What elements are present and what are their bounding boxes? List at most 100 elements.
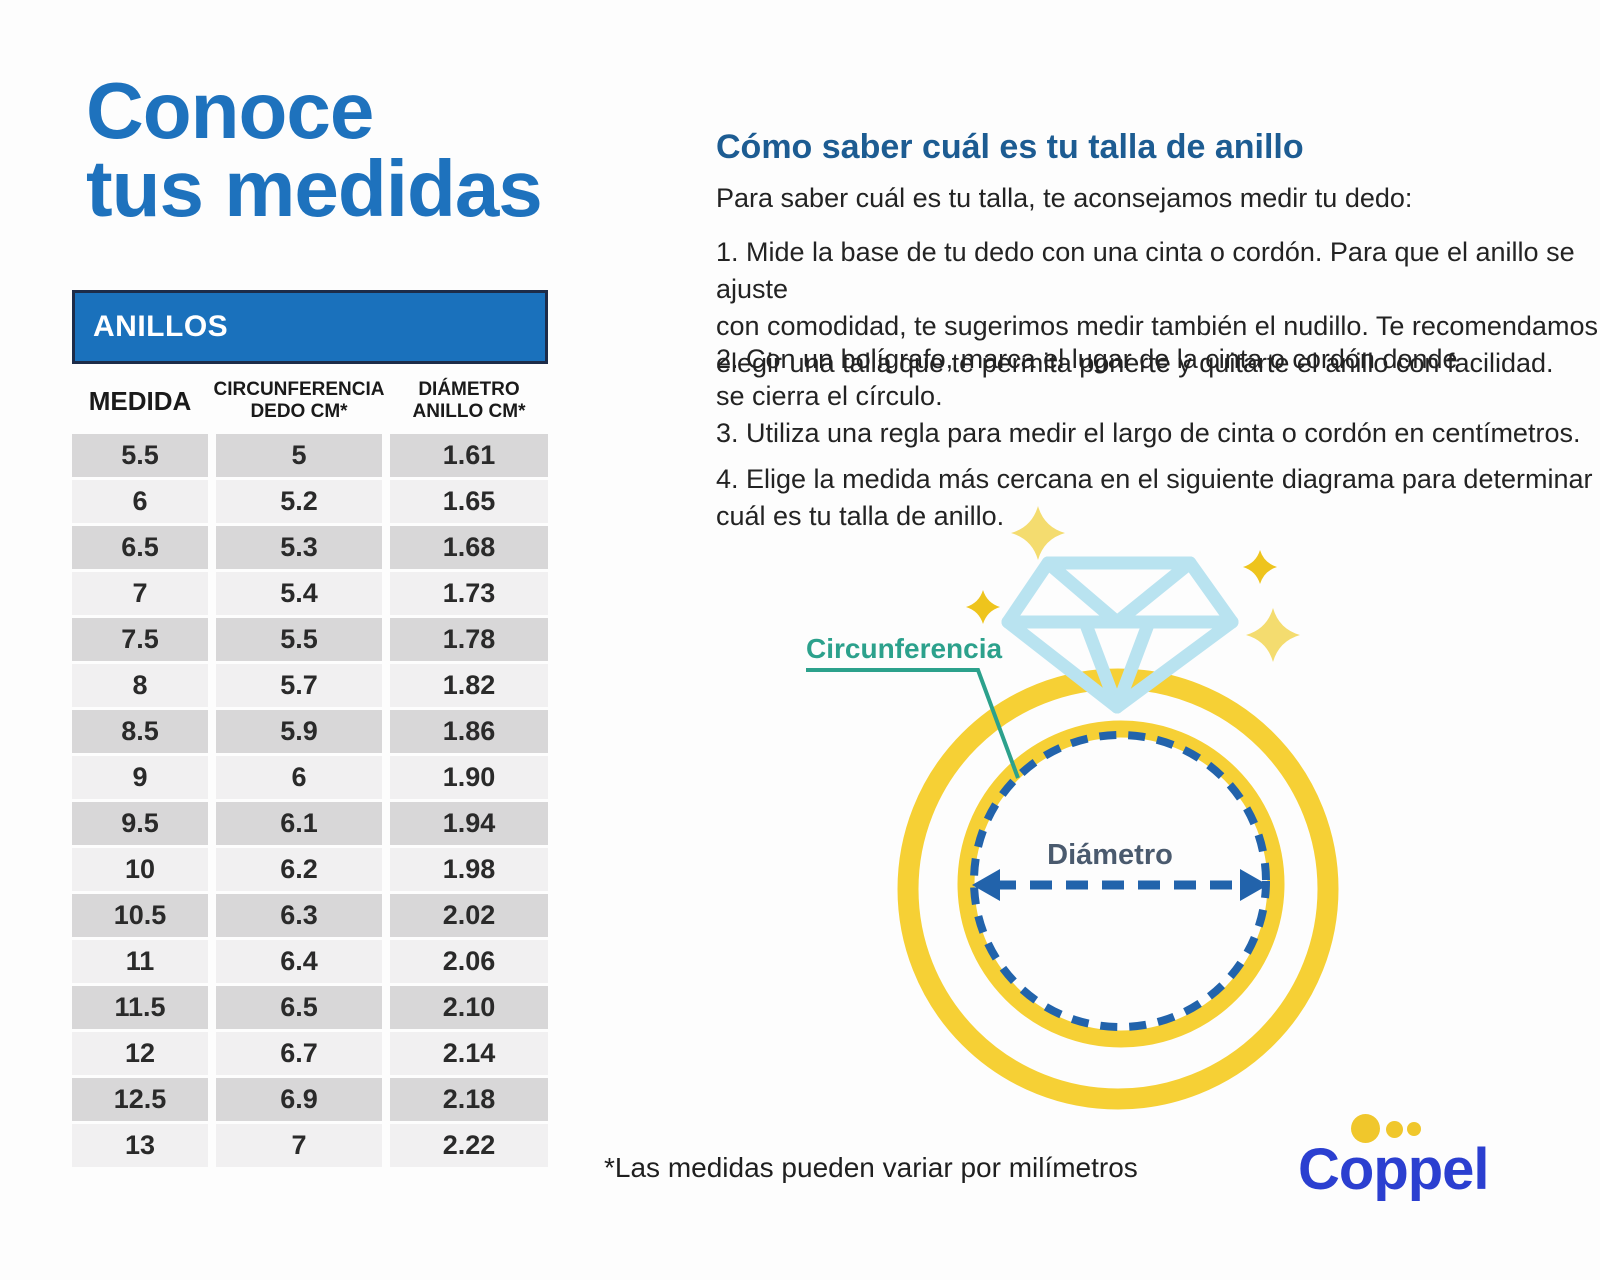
table-cell: 1.65 [390, 480, 548, 523]
title-line-2: tus medidas [86, 144, 543, 233]
table-row: 9 6 1.90 [72, 756, 548, 799]
circumference-label: Circunferencia [806, 633, 1002, 664]
table-row: 11.5 6.5 2.10 [72, 986, 548, 1029]
table-row: 10.5 6.3 2.02 [72, 894, 548, 937]
table-cell: 12.5 [72, 1078, 208, 1121]
step-3: 3. Utiliza una regla para medir el largo… [716, 415, 1580, 452]
table-cell: 11 [72, 940, 208, 983]
step-4: 4. Elige la medida más cercana en el sig… [716, 461, 1593, 535]
table-cell: 1.82 [390, 664, 548, 707]
table-title-bar: ANILLOS [72, 290, 548, 364]
table-row: 8 5.7 1.82 [72, 664, 548, 707]
circumference-callout-line [806, 668, 1020, 779]
table-cell: 12 [72, 1032, 208, 1075]
table-cell: 5.5 [72, 434, 208, 477]
table-cell: 9.5 [72, 802, 208, 845]
logo-dot-icon [1386, 1121, 1403, 1138]
column-header-circunferencia: CIRCUNFERENCIA DEDO CM* [213, 379, 385, 422]
table-cell: 2.22 [390, 1124, 548, 1167]
step-1-line: elegir una talla que te permita ponerte … [716, 348, 1554, 378]
sparkle-icon [966, 590, 1000, 624]
table-cell: 10 [72, 848, 208, 891]
sparkle-icon [1011, 506, 1065, 560]
table-cell: 2.18 [390, 1078, 548, 1121]
intro-text: Para saber cuál es tu talla, te aconseja… [716, 183, 1413, 213]
diameter-label: Diámetro [1047, 839, 1173, 871]
table-cell: 5.9 [216, 710, 382, 753]
table-cell: 5.7 [216, 664, 382, 707]
table-cell: 6.5 [72, 526, 208, 569]
table-row: 12 6.7 2.14 [72, 1032, 548, 1075]
table-cell: 5.5 [216, 618, 382, 661]
table-row: 6.5 5.3 1.68 [72, 526, 548, 569]
section-heading: Cómo saber cuál es tu talla de anillo [716, 128, 1304, 166]
table-cell: 6.7 [216, 1032, 382, 1075]
sparkle-icon [1246, 608, 1300, 662]
table-cell: 1.98 [390, 848, 548, 891]
table-cell: 5.3 [216, 526, 382, 569]
logo-dot-icon [1407, 1122, 1421, 1136]
table-cell: 9 [72, 756, 208, 799]
table-cell: 6.5 [216, 986, 382, 1029]
table-cell: 6.1 [216, 802, 382, 845]
diameter-arrow-icon [972, 869, 1268, 901]
table-cell: 5.2 [216, 480, 382, 523]
step-4-line: cuál es tu talla de anillo. [716, 501, 1005, 531]
table-row: 8.5 5.9 1.86 [72, 710, 548, 753]
table-cell: 2.10 [390, 986, 548, 1029]
step-1: 1. Mide la base de tu dedo con una cinta… [716, 234, 1600, 382]
table-cell: 1.73 [390, 572, 548, 615]
page-title: Conoce tus medidas [86, 66, 543, 233]
diamond-icon [1001, 556, 1239, 714]
table-row: 9.5 6.1 1.94 [72, 802, 548, 845]
sparkle-icon [1243, 550, 1277, 584]
step-2-line: se cierra el círculo. [716, 381, 943, 411]
step-4-line: 4. Elige la medida más cercana en el sig… [716, 464, 1593, 494]
footnote: *Las medidas pueden variar por milímetro… [604, 1152, 1138, 1183]
table-cell: 1.94 [390, 802, 548, 845]
table-cell: 2.06 [390, 940, 548, 983]
table-cell: 6 [216, 756, 382, 799]
table-cell: 2.02 [390, 894, 548, 937]
table-row: 10 6.2 1.98 [72, 848, 548, 891]
table-cell: 6.3 [216, 894, 382, 937]
circumference-dashed-circle [970, 731, 1270, 1031]
table-cell: 8.5 [72, 710, 208, 753]
step-2-line: 2. Con un bolígrafo, marca el lugar de l… [716, 344, 1458, 374]
table-cell: 10.5 [72, 894, 208, 937]
table-cell: 1.90 [390, 756, 548, 799]
title-line-1: Conoce [86, 66, 374, 155]
logo-dot-icon [1351, 1114, 1380, 1143]
ring-diagram: Diámetro Circunferencia [806, 506, 1339, 1110]
table-cell: 13 [72, 1124, 208, 1167]
table-cell: 7.5 [72, 618, 208, 661]
coppel-logo: Coppel [1290, 1088, 1520, 1208]
table-column-headers: MEDIDA CIRCUNFERENCIA DEDO CM* DIÁMETRO … [72, 368, 548, 434]
step-1-line: 1. Mide la base de tu dedo con una cinta… [716, 237, 1575, 304]
table-cell: 1.78 [390, 618, 548, 661]
table-cell: 6 [72, 480, 208, 523]
table-row: 11 6.4 2.06 [72, 940, 548, 983]
table-row: 7 5.4 1.73 [72, 572, 548, 615]
logo-wordmark: Coppel [1298, 1137, 1490, 1202]
table-cell: 1.68 [390, 526, 548, 569]
table-cell: 1.86 [390, 710, 548, 753]
table-cell: 2.14 [390, 1032, 548, 1075]
table-cell: 1.61 [390, 434, 548, 477]
table-cell: 11.5 [72, 986, 208, 1029]
column-header-diametro: DIÁMETRO ANILLO CM* [412, 379, 526, 422]
sparkle-icons [966, 506, 1300, 662]
step-1-line: con comodidad, te sugerimos medir tambié… [716, 311, 1598, 341]
table-title: ANILLOS [93, 310, 229, 343]
table-cell: 7 [216, 1124, 382, 1167]
size-table-body: 5.5 5 1.61 6 5.2 1.65 6.5 5.3 1.68 7 5.4 1.73 7.5 5.5… [72, 434, 548, 1167]
table-cell: 6.9 [216, 1078, 382, 1121]
table-row: 7.5 5.5 1.78 [72, 618, 548, 661]
table-cell: 6.4 [216, 940, 382, 983]
table-cell: 6.2 [216, 848, 382, 891]
step-2: 2. Con un bolígrafo, marca el lugar de l… [716, 341, 1457, 415]
table-cell: 5.4 [216, 572, 382, 615]
table-cell: 5 [216, 434, 382, 477]
table-cell: 8 [72, 664, 208, 707]
